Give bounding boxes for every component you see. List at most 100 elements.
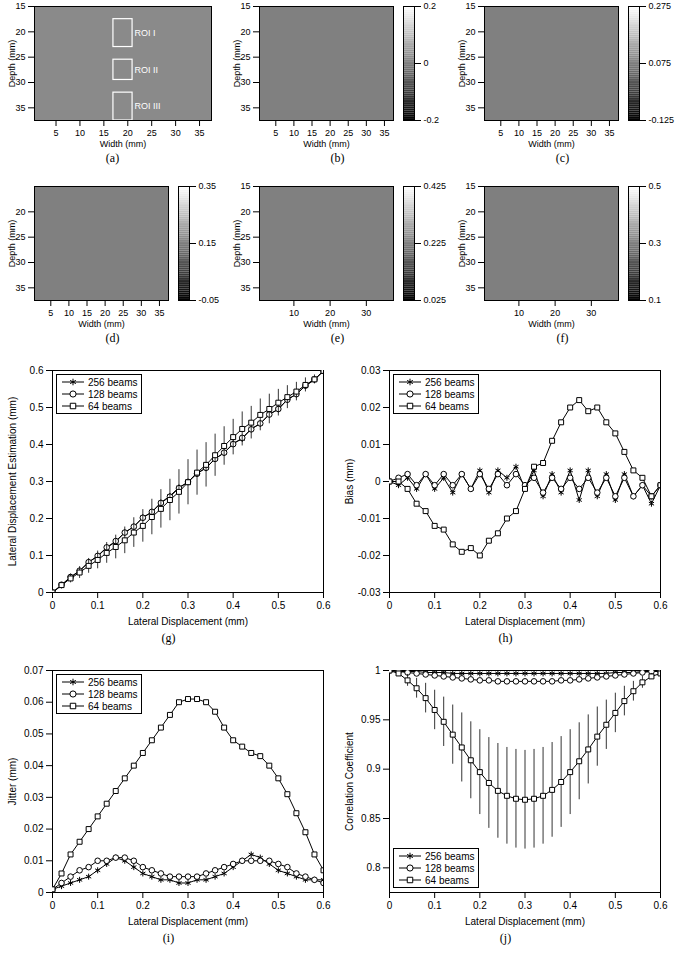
svg-text:-0.125: -0.125 [649,115,675,125]
svg-text:0.2: 0.2 [473,900,487,911]
svg-text:Jitter (mm): Jitter (mm) [7,758,18,806]
svg-text:Depth (mm): Depth (mm) [457,40,467,88]
svg-text:30: 30 [586,128,596,138]
svg-text:0: 0 [387,600,393,611]
svg-text:Lateral Displacement Estimatio: Lateral Displacement Estimation (mm) [7,397,18,567]
svg-text:0.225: 0.225 [424,238,447,248]
svg-text:20: 20 [100,308,110,318]
svg-text:20: 20 [240,27,250,37]
svg-text:0.06: 0.06 [24,696,44,707]
svg-text:-0.02: -0.02 [358,550,381,561]
svg-text:0.03: 0.03 [361,365,381,376]
svg-text:0.1: 0.1 [428,900,442,911]
svg-text:0.3: 0.3 [649,238,662,248]
svg-text:0.2: 0.2 [136,900,150,911]
svg-text:0.3: 0.3 [181,600,195,611]
svg-text:20: 20 [550,128,560,138]
svg-text:30: 30 [15,257,25,267]
svg-text:0.15: 0.15 [199,238,217,248]
svg-text:35: 35 [15,283,25,293]
svg-text:30: 30 [586,308,596,318]
svg-text:15: 15 [15,1,25,11]
svg-text:0.5: 0.5 [271,600,285,611]
svg-text:0.95: 0.95 [361,714,381,725]
svg-text:30: 30 [15,77,25,87]
svg-text:25: 25 [118,308,128,318]
svg-text:5: 5 [273,128,278,138]
svg-text:0: 0 [50,900,56,911]
svg-text:0.5: 0.5 [649,181,662,191]
svg-text:15: 15 [465,1,475,11]
svg-text:25: 25 [15,52,25,62]
svg-text:-0.01: -0.01 [358,513,381,524]
svg-text:0.02: 0.02 [361,402,381,413]
svg-text:15: 15 [240,1,250,11]
svg-text:35: 35 [240,103,250,113]
svg-text:Lateral Displacement (mm): Lateral Displacement (mm) [465,616,585,627]
svg-text:0.01: 0.01 [24,855,44,866]
svg-text:5: 5 [54,128,59,138]
svg-text:0.6: 0.6 [30,365,44,376]
svg-text:0.3: 0.3 [518,600,532,611]
svg-text:30: 30 [361,308,371,318]
svg-text:0.3: 0.3 [518,900,532,911]
svg-text:0.275: 0.275 [649,1,672,11]
svg-text:0.075: 0.075 [649,58,672,68]
svg-text:0.5: 0.5 [608,600,622,611]
svg-text:25: 25 [465,52,475,62]
svg-text:30: 30 [136,308,146,318]
svg-text:0: 0 [424,58,429,68]
svg-text:25: 25 [15,232,25,242]
svg-text:ROI III: ROI III [135,101,161,111]
svg-text:20: 20 [240,207,250,217]
svg-text:10: 10 [75,128,85,138]
svg-text:1: 1 [375,665,381,676]
svg-text:30: 30 [465,257,475,267]
svg-text:Width (mm): Width (mm) [303,139,350,149]
svg-text:0.85: 0.85 [361,813,381,824]
svg-text:5: 5 [498,128,503,138]
svg-text:Lateral Displacement (mm): Lateral Displacement (mm) [465,916,585,927]
svg-text:0.4: 0.4 [226,900,240,911]
svg-text:0.05: 0.05 [24,728,44,739]
svg-text:0.1: 0.1 [428,600,442,611]
svg-text:35: 35 [154,308,164,318]
svg-text:35: 35 [240,283,250,293]
svg-text:0.6: 0.6 [317,900,331,911]
svg-text:Depth (mm): Depth (mm) [7,40,17,88]
svg-text:0.3: 0.3 [30,476,44,487]
svg-text:Width (mm): Width (mm) [528,139,575,149]
svg-text:0.9: 0.9 [367,763,381,774]
svg-text:20: 20 [465,27,475,37]
svg-text:25: 25 [343,128,353,138]
svg-text:30: 30 [465,77,475,87]
svg-text:Lateral Displacement (mm): Lateral Displacement (mm) [128,916,248,927]
svg-text:25: 25 [147,128,157,138]
svg-text:Width (mm): Width (mm) [528,319,575,329]
svg-text:0.4: 0.4 [226,600,240,611]
svg-text:25: 25 [465,232,475,242]
svg-text:0: 0 [50,600,56,611]
svg-text:20: 20 [123,128,133,138]
svg-text:-0.05: -0.05 [199,295,220,305]
svg-text:Width (mm): Width (mm) [100,139,147,149]
svg-text:25: 25 [240,232,250,242]
svg-text:0.5: 0.5 [608,900,622,911]
svg-text:35: 35 [465,103,475,113]
svg-text:10: 10 [289,308,299,318]
svg-text:0: 0 [387,900,393,911]
svg-text:0.5: 0.5 [30,402,44,413]
svg-text:0.425: 0.425 [424,181,447,191]
svg-text:0: 0 [375,476,381,487]
svg-text:Depth (mm): Depth (mm) [232,40,242,88]
svg-text:15: 15 [82,308,92,318]
svg-text:0.1: 0.1 [91,900,105,911]
svg-text:10: 10 [289,128,299,138]
svg-text:Lateral Displacement (mm): Lateral Displacement (mm) [128,616,248,627]
svg-text:0.03: 0.03 [24,792,44,803]
svg-text:Correlation Coefficient: Correlation Coefficient [344,732,355,831]
svg-text:15: 15 [532,128,542,138]
svg-text:Width (mm): Width (mm) [78,319,125,329]
svg-text:5: 5 [48,308,53,318]
svg-text:30: 30 [240,257,250,267]
